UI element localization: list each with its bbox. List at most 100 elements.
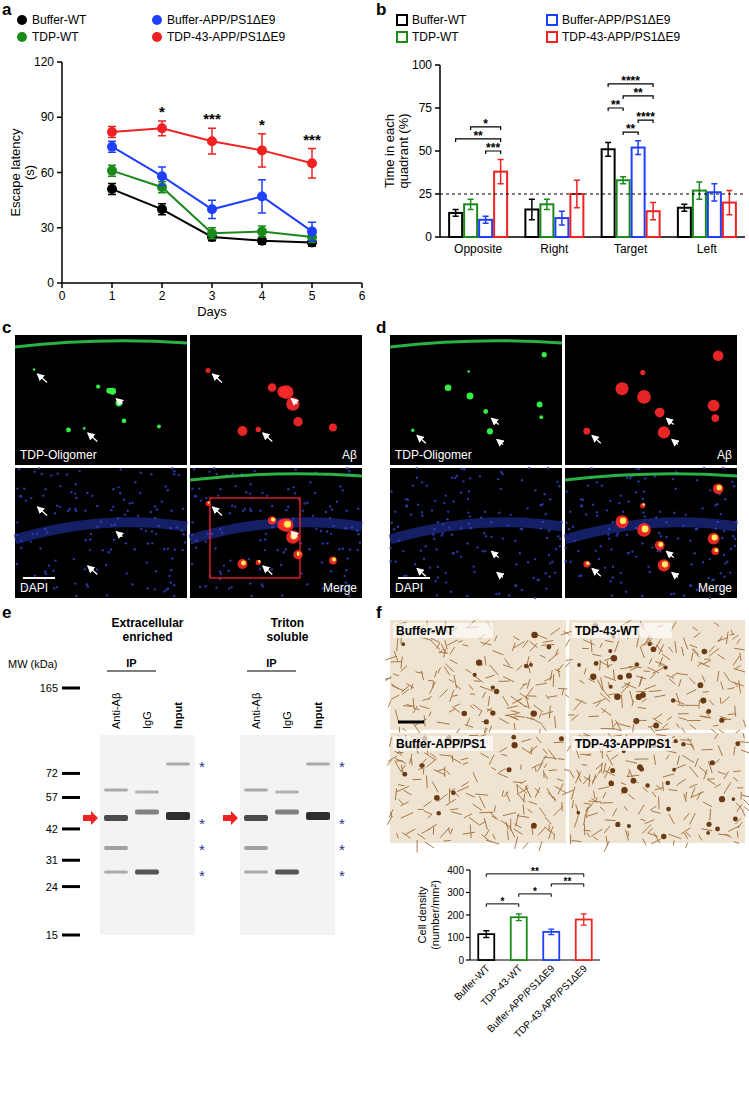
nucleus [534,489,536,491]
bar [617,180,630,237]
tick [57,227,62,229]
nucleus [105,564,107,566]
nucleus [281,594,283,596]
nucleus [343,575,345,577]
nucleus [38,467,40,469]
nucleus [647,565,649,567]
tick-label: 0 [47,276,54,290]
nucleus [163,548,165,550]
oligomer [658,542,663,547]
nucleus [433,538,435,540]
nucleus [604,566,606,568]
nucleus [484,550,486,552]
nucleus [266,495,268,497]
error-bar [620,177,626,184]
nucleus [46,531,48,533]
nucleus [146,561,148,563]
tick-label: 1 [109,289,116,303]
axis-title: (s) [22,165,37,180]
plaque [268,383,277,392]
nucleus [325,511,327,513]
error-bar [108,126,116,137]
nucleus [195,495,197,497]
band [275,791,299,794]
nucleus [139,492,141,494]
nucleus [345,569,347,571]
nucleus [673,592,675,594]
error-bar [208,200,216,218]
nucleus [417,504,419,506]
nucleus [490,521,492,523]
nucleus [54,559,56,561]
nucleus [331,508,333,510]
nucleus [205,540,207,542]
nucleus [627,552,629,554]
astrocyte-processes [385,620,572,740]
nucleus [484,511,486,513]
axis-title: Time in each [382,114,397,188]
nucleus [303,502,305,504]
error-bar [158,121,166,136]
figure: abcdefBuffer-WTTDP-WTBuffer-APP/PS1ΔE9TD… [0,0,749,1093]
nucleus [734,538,736,540]
cell [733,817,738,822]
nucleus [734,545,736,547]
nucleus [312,515,314,517]
nucleus [556,481,558,483]
nucleus [397,526,399,528]
point [107,127,117,137]
nucleus [41,473,43,475]
nucleus [618,502,620,504]
nucleus [34,574,36,576]
nucleus [690,584,692,586]
arrow [492,418,499,424]
point [207,204,217,214]
nucleus [169,527,171,529]
nucleus [78,470,80,472]
nucleus [231,586,233,588]
legend-label: TDP-WT [412,30,459,44]
nucleus [682,525,684,527]
significance: *** [486,141,500,155]
nucleus [568,528,570,530]
nucleus [221,531,223,533]
tick-label: TDP-43-APP/PS1ΔE9 [512,962,590,1040]
cell [621,787,627,793]
legend-marker [152,15,162,25]
tick-label: 120 [34,55,54,69]
oligomer [467,393,474,400]
point [257,226,267,236]
nucleus [112,506,114,508]
nucleus [96,505,98,507]
mw-tick [62,687,80,690]
plaque [268,516,277,525]
nucleus [601,485,603,487]
nucleus [170,527,172,529]
nucleus [302,510,304,512]
nucleus [528,467,530,469]
nucleus [219,570,221,572]
legend-marker [152,32,162,42]
cell [665,781,670,786]
arrow [263,566,272,574]
nucleus [677,537,679,539]
cell [715,827,720,832]
nucleus [627,500,629,502]
arrow [592,569,601,577]
tick [261,283,263,288]
cell [661,834,666,839]
micrograph [390,468,562,598]
nucleus [30,540,32,542]
significance: ** [564,876,572,887]
nucleus [214,547,216,549]
bar [543,932,559,960]
series-line [112,128,312,163]
nucleus [412,484,414,486]
panel-label: d [376,318,386,337]
nucleus [572,526,574,528]
arrow [38,374,47,382]
tissue-edge [190,474,362,480]
legend-label: Buffer-WT [32,13,87,27]
nucleus [249,492,251,494]
error-bar [258,180,266,213]
